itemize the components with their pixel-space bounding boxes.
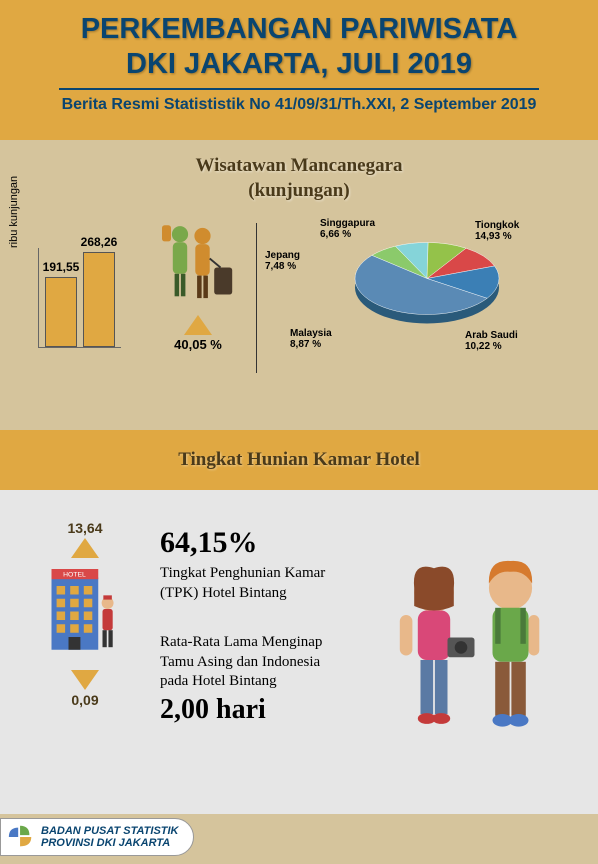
desc1-line2: (TPK) Hotel Bintang <box>160 585 287 601</box>
section-hotel: 13,64 HOTEL 0, <box>0 490 598 814</box>
up-indicator-icon <box>184 315 212 335</box>
title-line2: DKI JAKARTA, JULI 2019 <box>126 48 472 80</box>
stat-down-value: 0,09 <box>20 692 150 708</box>
desc1-line1: Tingkat Penghunian Kamar <box>160 565 325 581</box>
desc-stay: Rata-Rata Lama Menginap Tamu Asing dan I… <box>160 633 370 692</box>
band: Tingkat Hunian Kamar Hotel <box>0 430 598 490</box>
section-visitors: Wisatawan Mancanegara (kunjungan) ribu k… <box>0 140 598 430</box>
growth-percent: 40,05 % <box>148 337 248 352</box>
pie-chart-area: Singgapura6,66 % Jepang7,48 % Malaysia8,87… <box>265 218 588 383</box>
band-title: Tingkat Hunian Kamar Hotel <box>178 449 420 471</box>
hotel-left-column: 13,64 HOTEL 0, <box>20 520 150 770</box>
y-axis-label: ribu kunjungan <box>8 176 20 248</box>
header: PERKEMBANGAN PARIWISATA DKI JAKARTA, JUL… <box>0 0 598 140</box>
title: PERKEMBANGAN PARIWISATA DKI JAKARTA, JUL… <box>0 12 598 82</box>
hotel-icon: HOTEL <box>43 564 128 659</box>
svg-text:HOTEL: HOTEL <box>63 572 86 579</box>
pie-chart <box>337 228 517 338</box>
pie-label: Malaysia8,87 % <box>290 328 332 350</box>
hotel-row: 13,64 HOTEL 0, <box>0 520 598 770</box>
up-indicator-icon <box>71 538 99 558</box>
section1-title: Wisatawan Mancanegara (kunjungan) <box>0 140 598 203</box>
pie-label: Tiongkok14,93 % <box>475 220 519 242</box>
bar: 268,26 <box>83 252 115 347</box>
avg-days: 2,00 hari <box>160 694 370 726</box>
pie-label: Singgapura6,66 % <box>320 218 375 240</box>
down-indicator-icon <box>71 670 99 690</box>
bars: 191,55268,26 <box>38 248 121 348</box>
occupancy-percent: 64,15% <box>160 526 370 560</box>
desc-occupancy: Tingkat Penghunian Kamar (TPK) Hotel Bin… <box>160 564 370 603</box>
bar-label: 268,26 <box>81 235 118 249</box>
desc2-line1: Rata-Rata Lama Menginap <box>160 634 322 650</box>
bar-label: 191,55 <box>43 260 80 274</box>
section1-title-line2: (kunjungan) <box>248 180 349 201</box>
title-line1: PERKEMBANGAN PARIWISATA <box>81 13 518 45</box>
hotel-mid-column: 64,15% Tingkat Penghunian Kamar (TPK) Ho… <box>160 520 370 770</box>
infographic-page: PERKEMBANGAN PARIWISATA DKI JAKARTA, JUL… <box>0 0 598 864</box>
pie-label: Jepang7,48 % <box>265 250 300 272</box>
footer-line1: BADAN PUSAT STATISTIK <box>41 825 179 837</box>
footer-line2: PROVINSI DKI JAKARTA <box>41 837 170 849</box>
bps-logo-icon <box>7 823 35 851</box>
desc2-line3: pada Hotel Bintang <box>160 673 277 689</box>
stat-up-value: 13,64 <box>20 520 150 536</box>
footer-badge: BADAN PUSAT STATISTIK PROVINSI DKI JAKAR… <box>0 818 194 856</box>
bar: 191,55 <box>45 277 77 347</box>
section1-title-line1: Wisatawan Mancanegara <box>195 155 402 176</box>
vertical-divider <box>256 223 257 373</box>
travelers-icon <box>153 218 243 308</box>
footer-text: BADAN PUSAT STATISTIK PROVINSI DKI JAKAR… <box>41 825 179 849</box>
subtitle: Berita Resmi Statististik No 41/09/31/Th… <box>0 96 598 114</box>
tourists-icon <box>380 550 560 770</box>
pie-label: Arab Saudi10,22 % <box>465 330 518 352</box>
travelers-icon-block: 40,05 % <box>148 218 248 358</box>
footer: BADAN PUSAT STATISTIK PROVINSI DKI JAKAR… <box>0 814 598 864</box>
bar-chart: ribu kunjungan 191,55268,26 <box>10 218 140 358</box>
chart-row: ribu kunjungan 191,55268,26 <box>0 203 598 383</box>
divider <box>59 88 539 90</box>
desc2-line2: Tamu Asing dan Indonesia <box>160 654 320 670</box>
